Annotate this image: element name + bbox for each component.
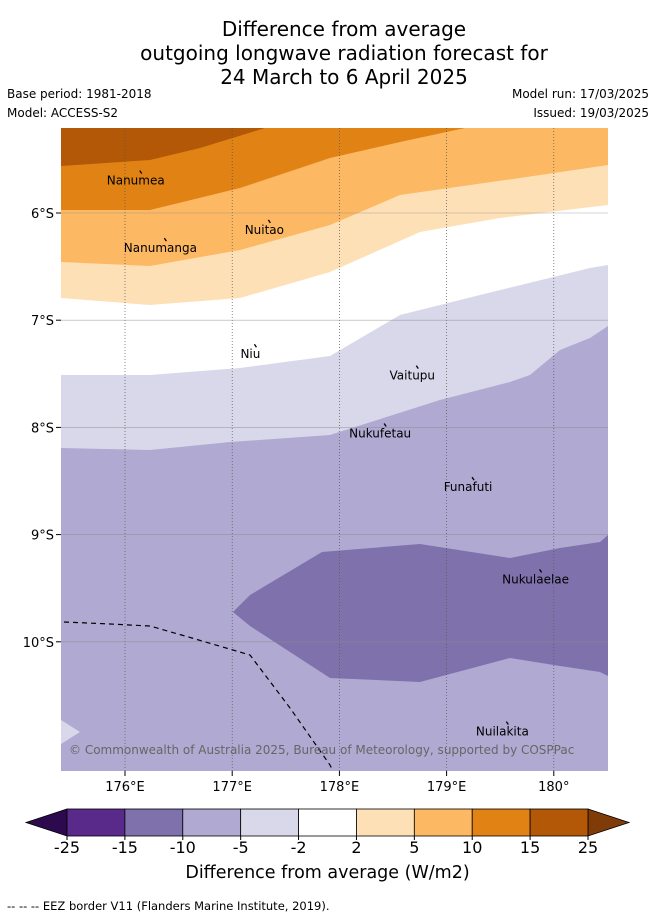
copyright-notice: © Commonwealth of Australia 2025, Bureau…: [69, 743, 574, 757]
island-outline: [505, 721, 509, 725]
colorbar-title: Difference from average (W/m2): [185, 863, 470, 883]
island-label: Nukufetau: [349, 427, 411, 441]
colorbar-tick-label: -15: [112, 838, 138, 857]
island-outline: [539, 568, 543, 573]
colorbar-bin: [529, 808, 589, 837]
lat-tick-label: 6°S: [31, 207, 54, 222]
island-label: Nanumea: [107, 174, 165, 188]
island-outline: [383, 423, 387, 427]
colorbar-bin: [124, 808, 184, 837]
eez-border-line: [63, 621, 334, 772]
island-labels: Nanumea Nuitao Nanumanga Niu Vaitupu Nukufeta…: [107, 170, 569, 739]
contour-band-corner: [61, 720, 80, 744]
map-title-line-2: outgoing longwave radiation forecast for: [140, 41, 548, 65]
colorbar-tick-label: 15: [520, 838, 540, 857]
colorbar-tick-label: -5: [233, 838, 249, 857]
island-label: Nukulaelae: [502, 572, 569, 586]
contour-band-15-to-25: [61, 128, 265, 166]
island-outline: [471, 476, 475, 481]
anomaly-contours: [61, 128, 608, 771]
island-outline: [163, 237, 167, 242]
colorbar-tick-label: -25: [54, 838, 80, 857]
lon-tick-label: 178°E: [320, 780, 360, 795]
island-outline: [267, 219, 271, 224]
lon-tick-label: 176°E: [105, 780, 145, 795]
colorbar-extend-max: [587, 808, 631, 837]
contour-band-minus15-to-minus10: [233, 535, 608, 682]
island-label: Niu: [240, 347, 260, 361]
colorbar-bin: [471, 808, 531, 837]
island-label: Vaitupu: [390, 369, 436, 383]
issued-label: Issued: 19/03/2025: [533, 106, 649, 120]
colorbar-extend-min: [24, 808, 68, 837]
map-axes: 176°E 177°E 178°E 179°E 180° 6°S 7°S 8°S 9°S 10°S: [23, 207, 570, 795]
lon-tick-label: 177°E: [212, 780, 252, 795]
map-title-line-3: 24 March to 6 April 2025: [220, 65, 468, 89]
lat-tick-label: 10°S: [23, 636, 54, 651]
colorbar-bin: [182, 808, 242, 837]
colorbar-bin: [356, 808, 415, 837]
lat-tick-label: 8°S: [31, 421, 54, 436]
graticule: [61, 128, 608, 771]
island-label: Nuitao: [245, 223, 284, 237]
lon-tick-label: 180°: [538, 780, 569, 795]
eez-legend: -- -- -- EEZ border V11 (Flanders Marine…: [7, 899, 330, 913]
colorbar-bin: [240, 808, 299, 837]
colorbar-bin: [413, 808, 473, 837]
island-outline: [139, 170, 143, 174]
island-label: Nuilakita: [476, 725, 529, 739]
map-title-line-1: Difference from average: [221, 17, 467, 41]
colorbar-tick-label: -10: [170, 838, 196, 857]
colorbar-tick-label: -2: [291, 838, 307, 857]
colorbar: -25 -15 -10 -5 -2 2 5 10 15 25: [24, 808, 631, 857]
lat-tick-label: 9°S: [31, 529, 54, 544]
base-period-label: Base period: 1981-2018: [7, 87, 152, 101]
island-outline: [253, 343, 257, 348]
colorbar-tick-label: 10: [462, 838, 482, 857]
colorbar-tick-label: 5: [409, 838, 419, 857]
colorbar-bin: [298, 808, 357, 837]
island-label: Nanumanga: [124, 241, 197, 255]
colorbar-tick-label: 25: [578, 838, 598, 857]
model-label: Model: ACCESS-S2: [7, 106, 119, 120]
eez-legend-symbol: -- -- --: [7, 899, 40, 913]
colorbar-tick-label: 2: [351, 838, 361, 857]
island-label: Funafuti: [444, 480, 493, 494]
model-run-label: Model run: 17/03/2025: [511, 87, 649, 101]
lon-tick-label: 179°E: [427, 780, 467, 795]
colorbar-bin: [66, 808, 126, 837]
lat-tick-label: 7°S: [31, 314, 54, 329]
eez-legend-text: EEZ border V11 (Flanders Marine Institut…: [42, 899, 330, 913]
island-outline: [415, 365, 419, 370]
